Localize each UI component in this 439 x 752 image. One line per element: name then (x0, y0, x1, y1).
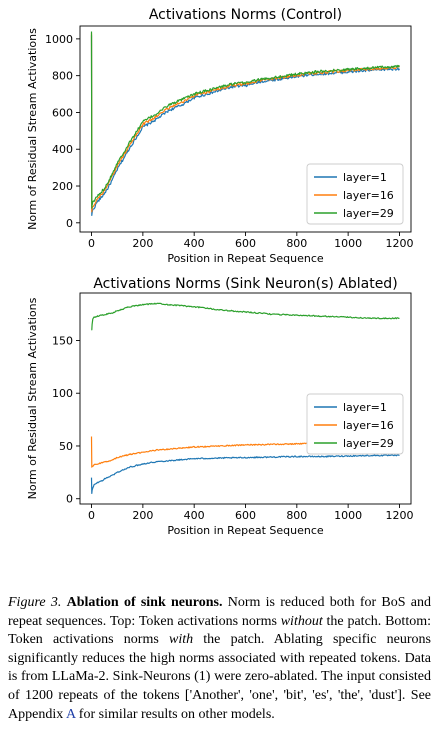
series-line-layer-29 (91, 302, 400, 331)
series-line-layer-1 (90, 454, 400, 494)
y-tick-label: 200 (52, 180, 73, 193)
legend-box (306, 393, 404, 455)
chart-control: 0 200 400 600 800 1000 1200 0 200 400 600 800 1000 Ac… (26, 7, 413, 265)
y-tick-label: 600 (52, 106, 73, 119)
series-line-layer-1 (90, 35, 401, 216)
x-tick-label: 1000 (334, 509, 362, 522)
legend-box (306, 163, 404, 225)
caption-text-1: Norm is reduced both for BoS and repeat … (8, 595, 432, 629)
y-tick-label: 800 (52, 70, 73, 83)
caption-heading: Ablation of sink neurons. (66, 595, 223, 610)
y-tick-label: 50 (59, 440, 73, 453)
legend-entry: layer=1 (343, 171, 387, 184)
figure-caption: Figure 3. Ablation of sink neurons. Norm… (8, 594, 431, 724)
x-tick-label: 400 (184, 509, 205, 522)
caption-emphasis-without: without (280, 613, 323, 629)
legend: layer=1 layer=16 layer=29 (306, 163, 404, 225)
series-line-layer-29 (90, 31, 400, 209)
legend-entry: layer=16 (343, 419, 394, 432)
x-tick-label: 1200 (385, 237, 413, 250)
x-tick-label: 1000 (334, 237, 362, 250)
x-tick-label: 600 (235, 509, 256, 522)
appendix-link[interactable]: A (65, 706, 76, 722)
x-tick-label: 0 (88, 237, 95, 250)
y-tick-label: 150 (52, 334, 73, 347)
x-tick-label: 200 (132, 509, 153, 522)
x-tick-label: 200 (132, 237, 153, 250)
caption-text-3: the patch. Ablating specific neurons sig… (8, 632, 432, 722)
y-tick-label: 400 (52, 143, 73, 156)
chart-ablated: 0 200 400 600 800 1000 1200 0 50 100 150 Activation… (26, 276, 413, 537)
y-tick-label: 0 (66, 217, 73, 230)
y-axis-label: Norm of Residual Stream Activations (26, 297, 39, 499)
x-tick-label: 600 (235, 237, 256, 250)
x-tick-label: 400 (184, 237, 205, 250)
chart-title: Activations Norms (Sink Neuron(s) Ablate… (93, 276, 397, 292)
caption-emphasis-with: with (168, 632, 194, 648)
x-tick-label: 1200 (385, 509, 413, 522)
legend-entry: layer=16 (343, 189, 394, 202)
x-tick-label: 800 (286, 509, 307, 522)
caption-text-4: for similar results on other models. (75, 706, 275, 722)
y-tick-label: 1000 (45, 33, 73, 46)
legend: layer=1 layer=16 layer=29 (306, 393, 404, 455)
legend-entry: layer=29 (343, 207, 394, 220)
caption-text-2: the patch. Bottom: Token activations nor… (8, 613, 431, 648)
legend-entry: layer=29 (343, 437, 394, 450)
legend-entry: layer=1 (343, 401, 387, 414)
figure-charts: 0 200 400 600 800 1000 120002004006008001000Ac… (26, 7, 413, 537)
x-tick-label: 800 (286, 237, 307, 250)
caption-label: Figure 3. (8, 595, 62, 610)
x-axis-label: Position in Repeat Sequence (167, 524, 324, 537)
y-axis-label: Norm of Residual Stream Activations (26, 28, 39, 230)
x-tick-label: 0 (88, 509, 95, 522)
y-tick-label: 0 (66, 493, 73, 506)
chart-title: Activations Norms (Control) (149, 7, 342, 23)
x-axis-label: Position in Repeat Sequence (167, 252, 324, 265)
y-tick-label: 100 (52, 387, 73, 400)
